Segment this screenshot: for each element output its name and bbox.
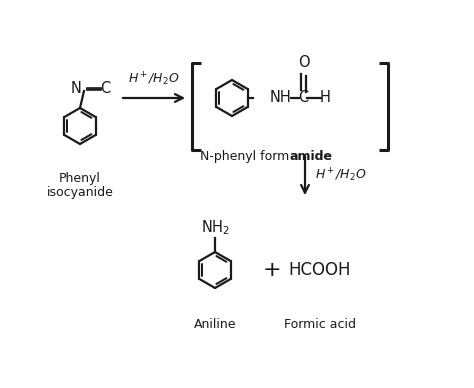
Text: +: + xyxy=(263,260,281,280)
Text: isocyanide: isocyanide xyxy=(46,186,113,199)
Text: H$^+$/H$_2$O: H$^+$/H$_2$O xyxy=(128,71,180,88)
Text: NH: NH xyxy=(270,90,292,106)
Text: H$^+$/H$_2$O: H$^+$/H$_2$O xyxy=(315,167,366,184)
Text: O: O xyxy=(298,55,310,70)
Text: Phenyl: Phenyl xyxy=(59,172,101,185)
Text: amide: amide xyxy=(290,150,332,163)
Text: HCOOH: HCOOH xyxy=(289,261,351,279)
Text: NH$_2$: NH$_2$ xyxy=(201,218,229,237)
Text: Aniline: Aniline xyxy=(194,318,236,331)
Text: H: H xyxy=(319,90,330,106)
Text: C: C xyxy=(100,81,110,97)
Text: N-phenyl form: N-phenyl form xyxy=(200,150,289,163)
Text: Formic acid: Formic acid xyxy=(284,318,356,331)
Text: N: N xyxy=(71,81,82,97)
Text: C: C xyxy=(298,90,308,106)
